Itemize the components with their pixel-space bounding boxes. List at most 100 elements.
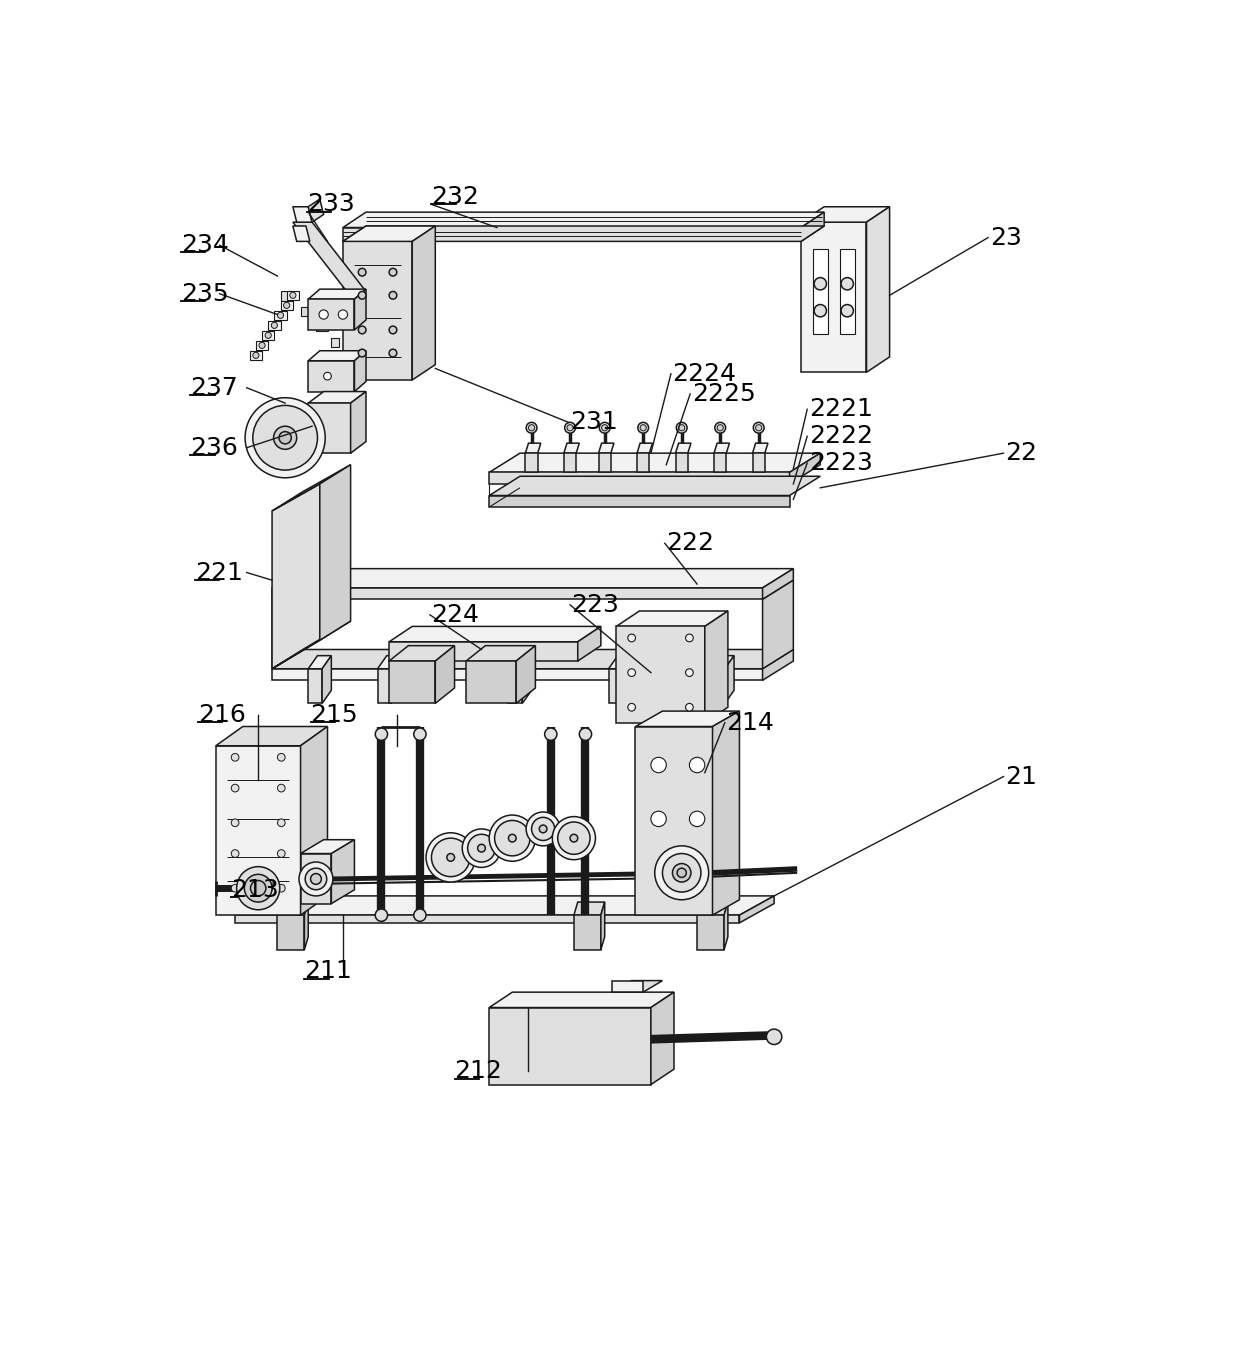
Circle shape (278, 784, 285, 792)
Circle shape (528, 425, 534, 430)
Polygon shape (490, 477, 821, 496)
Circle shape (279, 432, 291, 444)
Circle shape (339, 310, 347, 319)
Polygon shape (293, 226, 310, 241)
Polygon shape (309, 351, 366, 360)
Polygon shape (635, 726, 713, 915)
Circle shape (358, 326, 366, 334)
Circle shape (662, 854, 701, 892)
Polygon shape (293, 207, 312, 222)
Polygon shape (389, 662, 435, 703)
Circle shape (305, 869, 326, 889)
Text: 2223: 2223 (808, 451, 873, 475)
Polygon shape (309, 360, 355, 392)
Polygon shape (574, 901, 605, 915)
Polygon shape (526, 443, 541, 453)
Polygon shape (236, 915, 739, 923)
Polygon shape (613, 981, 644, 992)
Circle shape (432, 838, 470, 877)
Circle shape (714, 422, 725, 433)
Polygon shape (711, 656, 734, 669)
Circle shape (274, 426, 296, 449)
Circle shape (570, 834, 578, 843)
Circle shape (253, 406, 317, 470)
Polygon shape (304, 901, 309, 949)
Circle shape (446, 854, 455, 862)
Circle shape (389, 292, 397, 299)
Circle shape (278, 885, 285, 892)
Circle shape (637, 422, 649, 433)
Polygon shape (331, 840, 355, 904)
Polygon shape (609, 656, 631, 669)
Text: 213: 213 (231, 878, 279, 901)
Text: 221: 221 (195, 560, 243, 585)
Polygon shape (697, 915, 724, 949)
Circle shape (651, 811, 666, 826)
Polygon shape (801, 212, 825, 241)
Circle shape (284, 303, 290, 308)
Polygon shape (697, 901, 728, 915)
Circle shape (526, 422, 537, 433)
Polygon shape (272, 649, 794, 669)
Circle shape (389, 269, 397, 275)
Polygon shape (272, 581, 303, 669)
Polygon shape (272, 569, 794, 588)
Polygon shape (309, 656, 331, 669)
Polygon shape (676, 453, 688, 473)
Polygon shape (516, 645, 536, 703)
Polygon shape (713, 711, 739, 915)
Text: 215: 215 (310, 703, 358, 727)
Polygon shape (574, 915, 601, 949)
Polygon shape (351, 392, 366, 453)
Polygon shape (268, 321, 280, 330)
Circle shape (815, 304, 826, 316)
Circle shape (358, 292, 366, 299)
Text: 237: 237 (191, 375, 238, 400)
Polygon shape (753, 453, 765, 473)
Circle shape (246, 397, 325, 478)
Polygon shape (635, 711, 739, 726)
Circle shape (532, 818, 554, 840)
Circle shape (244, 874, 272, 901)
Polygon shape (272, 621, 351, 669)
Circle shape (567, 425, 573, 430)
Circle shape (544, 727, 557, 740)
Polygon shape (343, 212, 825, 227)
Polygon shape (522, 656, 532, 703)
Polygon shape (711, 669, 725, 703)
Polygon shape (274, 311, 286, 321)
Circle shape (841, 278, 853, 290)
Text: 214: 214 (727, 711, 774, 734)
Polygon shape (599, 443, 614, 453)
Circle shape (389, 349, 397, 358)
Polygon shape (725, 656, 734, 703)
Circle shape (579, 727, 591, 740)
Text: 2222: 2222 (808, 425, 873, 448)
Polygon shape (236, 896, 774, 915)
Circle shape (640, 425, 646, 430)
Circle shape (754, 422, 764, 433)
Polygon shape (763, 569, 794, 600)
Polygon shape (293, 222, 366, 292)
Text: 2221: 2221 (808, 397, 873, 421)
Circle shape (376, 727, 388, 740)
Polygon shape (739, 896, 774, 923)
Text: 2225: 2225 (692, 382, 755, 406)
Circle shape (676, 422, 687, 433)
Circle shape (564, 422, 575, 433)
Polygon shape (812, 249, 828, 334)
Polygon shape (564, 443, 579, 453)
Circle shape (358, 349, 366, 358)
Text: 232: 232 (432, 185, 480, 208)
Circle shape (508, 834, 516, 843)
Polygon shape (490, 473, 790, 484)
Polygon shape (801, 207, 889, 222)
Text: 234: 234 (181, 233, 229, 258)
Polygon shape (377, 656, 401, 669)
Polygon shape (466, 645, 536, 662)
Text: 222: 222 (666, 532, 714, 555)
Circle shape (290, 292, 296, 299)
Circle shape (299, 862, 332, 896)
Polygon shape (309, 289, 366, 299)
Circle shape (358, 269, 366, 275)
